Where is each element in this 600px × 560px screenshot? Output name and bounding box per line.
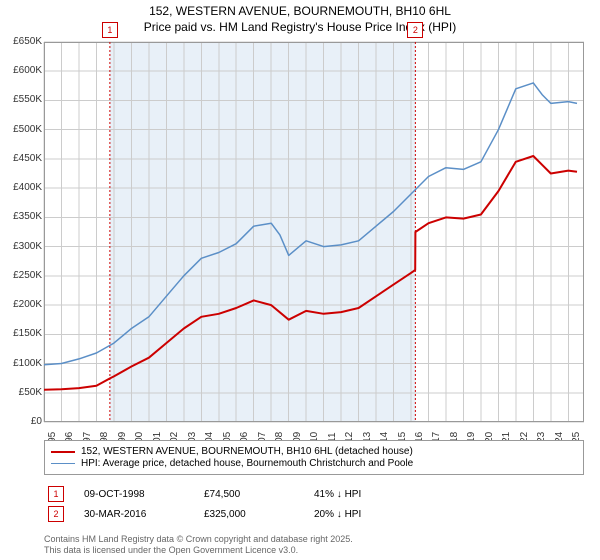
event-row: 2 30-MAR-2016 £325,000 20% ↓ HPI (44, 506, 584, 522)
event-row: 1 09-OCT-1998 £74,500 41% ↓ HPI (44, 486, 584, 502)
legend-item-hpi: HPI: Average price, detached house, Bour… (51, 458, 577, 469)
event-pct: 20% ↓ HPI (314, 509, 361, 520)
event-marker-badge: 1 (102, 22, 118, 38)
legend-swatch (51, 463, 75, 464)
footer-line2: This data is licensed under the Open Gov… (44, 545, 353, 556)
y-tick-label: £350K (2, 211, 42, 222)
event-pct: 41% ↓ HPI (314, 489, 361, 500)
plot-area: £0£50K£100K£150K£200K£250K£300K£350K£400… (44, 42, 584, 422)
title-line1: 152, WESTERN AVENUE, BOURNEMOUTH, BH10 6… (0, 4, 600, 20)
legend-swatch (51, 451, 75, 453)
y-tick-label: £0 (2, 416, 42, 427)
event-badge: 2 (48, 506, 64, 522)
legend-label: HPI: Average price, detached house, Bour… (81, 458, 413, 469)
footer-line1: Contains HM Land Registry data © Crown c… (44, 534, 353, 545)
event-badge: 1 (48, 486, 64, 502)
legend-item-price-paid: 152, WESTERN AVENUE, BOURNEMOUTH, BH10 6… (51, 446, 577, 457)
event-table: 1 09-OCT-1998 £74,500 41% ↓ HPI 2 30-MAR… (44, 482, 584, 526)
y-tick-label: £550K (2, 94, 42, 105)
y-tick-label: £150K (2, 328, 42, 339)
event-price: £325,000 (204, 509, 294, 520)
y-tick-label: £650K (2, 36, 42, 47)
event-date: 09-OCT-1998 (84, 489, 184, 500)
y-tick-label: £50K (2, 387, 42, 398)
y-tick-label: £250K (2, 270, 42, 281)
title-line2: Price paid vs. HM Land Registry's House … (0, 20, 600, 36)
event-marker-badge: 2 (407, 22, 423, 38)
event-date: 30-MAR-2016 (84, 509, 184, 520)
chart-title: 152, WESTERN AVENUE, BOURNEMOUTH, BH10 6… (0, 0, 600, 35)
y-tick-label: £450K (2, 153, 42, 164)
y-tick-label: £200K (2, 299, 42, 310)
plot-svg (44, 42, 584, 422)
legend-label: 152, WESTERN AVENUE, BOURNEMOUTH, BH10 6… (81, 446, 413, 457)
chart-container: 152, WESTERN AVENUE, BOURNEMOUTH, BH10 6… (0, 0, 600, 560)
y-tick-label: £600K (2, 65, 42, 76)
y-tick-label: £300K (2, 241, 42, 252)
legend: 152, WESTERN AVENUE, BOURNEMOUTH, BH10 6… (44, 440, 584, 475)
y-tick-label: £100K (2, 358, 42, 369)
y-tick-label: £400K (2, 182, 42, 193)
event-price: £74,500 (204, 489, 294, 500)
footer-note: Contains HM Land Registry data © Crown c… (44, 534, 353, 556)
y-tick-label: £500K (2, 124, 42, 135)
